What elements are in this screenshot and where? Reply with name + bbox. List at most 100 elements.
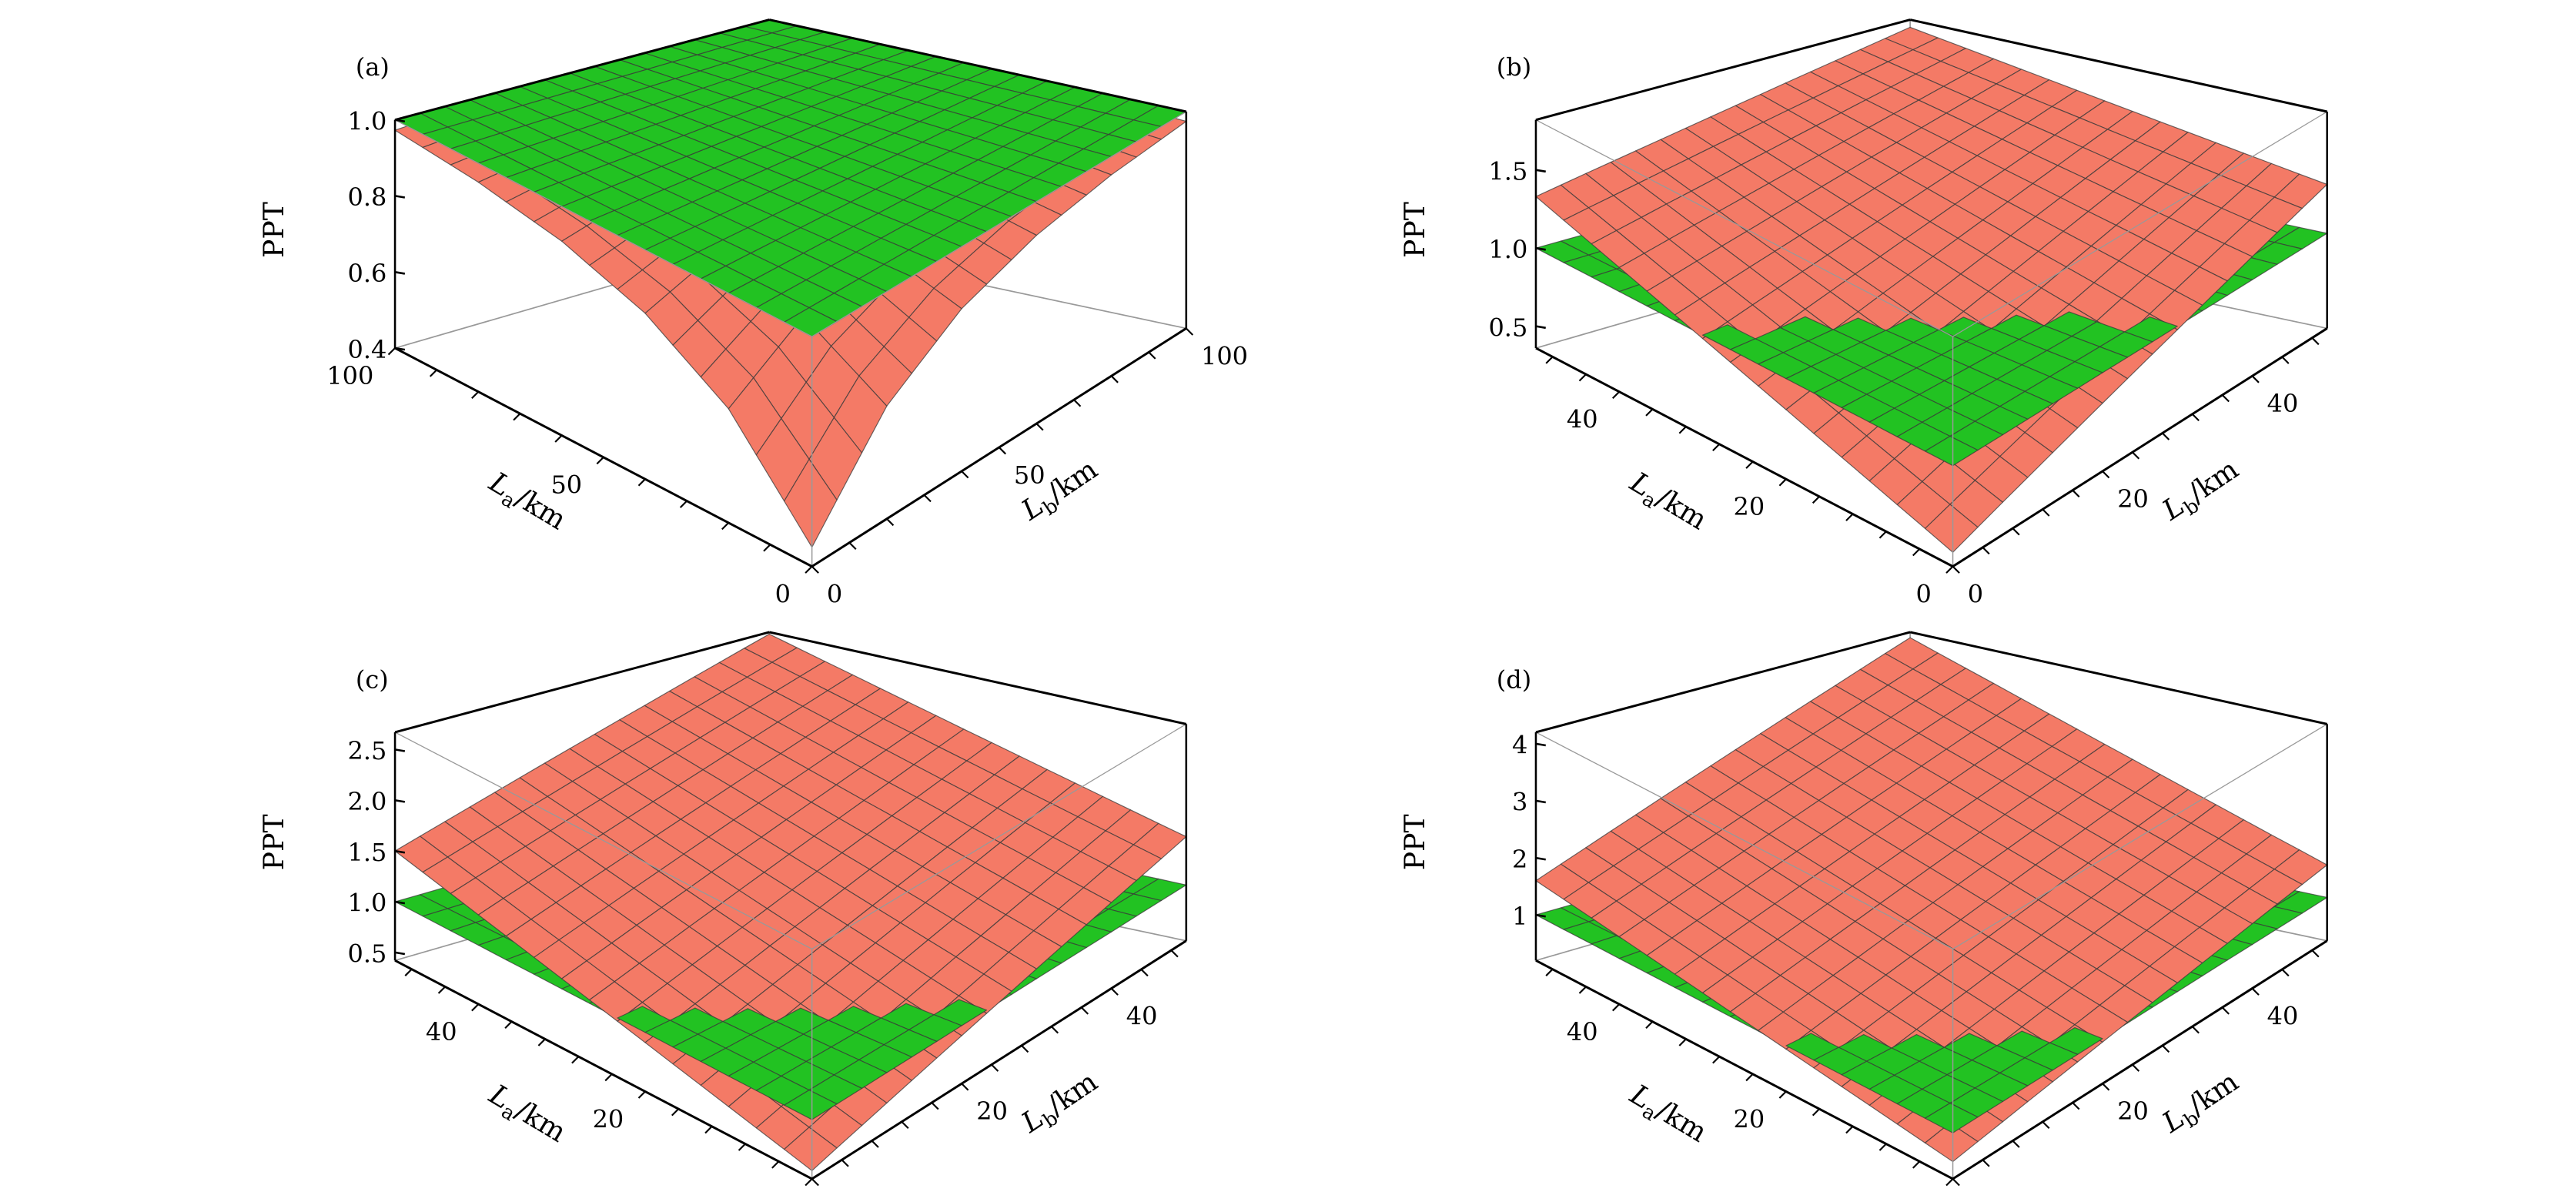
la-tick <box>387 347 396 356</box>
box-top-edge <box>1535 18 1911 122</box>
box-top-edge <box>1535 631 1911 734</box>
z-tick <box>1535 246 1546 251</box>
la-tick <box>471 390 480 400</box>
la-tick-label: 20 <box>593 1104 624 1133</box>
lb-axis-label: Lb/km <box>2156 452 2247 531</box>
surface-2-cell <box>784 1090 838 1120</box>
panel-label: (c) <box>356 665 389 694</box>
z-tick <box>394 119 406 123</box>
z-tick <box>394 347 406 351</box>
la-tick <box>1578 986 1587 994</box>
lb-tick <box>1140 969 1149 977</box>
lb-tick <box>1952 565 1960 574</box>
lb-tick <box>961 470 969 479</box>
la-tick <box>1678 1038 1687 1046</box>
z-axis-label: PPT <box>257 202 290 258</box>
z-tick-label: 2.0 <box>348 787 387 816</box>
la-axis-line <box>1535 347 1954 568</box>
la-tick <box>1945 565 1954 574</box>
surface-1-cell <box>1924 504 1979 553</box>
lb-tick <box>2042 508 2050 517</box>
lb-tick <box>2102 470 2110 479</box>
la-tick <box>1845 1126 1854 1134</box>
lb-tick <box>1148 351 1156 360</box>
box-top-edge <box>394 18 770 122</box>
box-top-edge <box>1909 18 2328 113</box>
lb-tick <box>2102 1083 2110 1091</box>
la-tick-label: 50 <box>550 470 582 500</box>
la-tick <box>604 1073 613 1082</box>
z-tick <box>394 195 406 199</box>
lb-tick <box>1110 375 1119 383</box>
lb-tick <box>2072 1102 2080 1110</box>
lb-tick <box>2221 394 2230 403</box>
la-tick <box>1612 1003 1621 1012</box>
la-axis-line <box>394 959 813 1180</box>
la-tick <box>637 1090 646 1099</box>
la-tick <box>1912 1160 1921 1169</box>
axis-label-unit: /km <box>510 1093 572 1149</box>
z-axis-label: PPT <box>1398 202 1431 258</box>
la-axis-label: La/km <box>1621 465 1713 541</box>
z-tick-label: 0.6 <box>348 259 387 288</box>
lb-tick <box>961 1083 969 1091</box>
la-axis-label: La/km <box>480 1077 572 1153</box>
surface-2-cell <box>1924 435 1979 467</box>
la-tick <box>513 413 521 421</box>
z-tick <box>394 849 406 854</box>
lb-axis-line <box>811 939 1187 1180</box>
surface-2-cell <box>1924 1103 1979 1133</box>
z-axis-label: PPT <box>1398 814 1431 870</box>
axis-label-unit: /km <box>1651 480 1713 536</box>
lb-tick-label: 0 <box>1968 580 1983 609</box>
la-tick <box>805 565 813 574</box>
lb-tick <box>2311 337 2320 346</box>
la-tick <box>1745 1073 1754 1082</box>
lb-tick-label: 20 <box>2117 1097 2149 1126</box>
z-tick-label: 1.0 <box>348 889 387 918</box>
la-tick-label: 20 <box>1734 1104 1765 1133</box>
z-tick-label: 1.0 <box>1488 235 1527 264</box>
lb-tick <box>2072 489 2080 497</box>
box-top-edge <box>768 631 1187 725</box>
lb-tick <box>998 447 1007 455</box>
la-axis-line <box>1535 959 1954 1180</box>
lb-tick <box>2191 1026 2200 1034</box>
z-axis-label: PPT <box>257 814 290 870</box>
la-tick <box>1878 531 1887 539</box>
lb-tick <box>1952 1178 1960 1187</box>
z-tick-label: 0.8 <box>348 182 387 212</box>
lb-tick <box>2221 1006 2230 1015</box>
la-tick-label: 0 <box>1915 580 1931 609</box>
surface-1-cell <box>784 1127 838 1171</box>
z-tick-label: 3 <box>1512 788 1527 817</box>
lb-tick <box>1081 1006 1089 1015</box>
la-tick <box>471 1003 480 1012</box>
lb-tick <box>1982 547 1990 555</box>
la-tick <box>429 369 437 377</box>
z-tick <box>1535 856 1546 861</box>
z-tick <box>1535 913 1546 918</box>
la-tick <box>704 1126 713 1134</box>
la-tick <box>763 544 771 552</box>
z-tick <box>1535 742 1546 747</box>
la-tick <box>1845 513 1854 521</box>
lb-tick <box>811 1178 819 1187</box>
panel-b: 0 20 40 0 20 40 0.5 1.0 1.5 La/km Lb/km PPT (b) <box>1398 18 2328 609</box>
la-tick <box>1812 1108 1820 1117</box>
lb-tick-label: 40 <box>2267 1002 2299 1031</box>
lb-tick <box>811 565 819 574</box>
la-tick <box>1878 1143 1887 1151</box>
la-tick <box>596 457 604 465</box>
lb-tick <box>886 518 895 527</box>
axis-label-unit: /km <box>1651 1093 1713 1149</box>
z-tick-label: 2.5 <box>348 736 387 765</box>
la-tick <box>404 968 413 976</box>
box-front-top-edge <box>1952 723 2328 949</box>
z-tick <box>1535 325 1546 330</box>
la-tick <box>537 1038 546 1046</box>
la-tick <box>1778 1090 1787 1099</box>
z-tick <box>394 799 406 803</box>
lb-tick <box>841 1159 849 1167</box>
